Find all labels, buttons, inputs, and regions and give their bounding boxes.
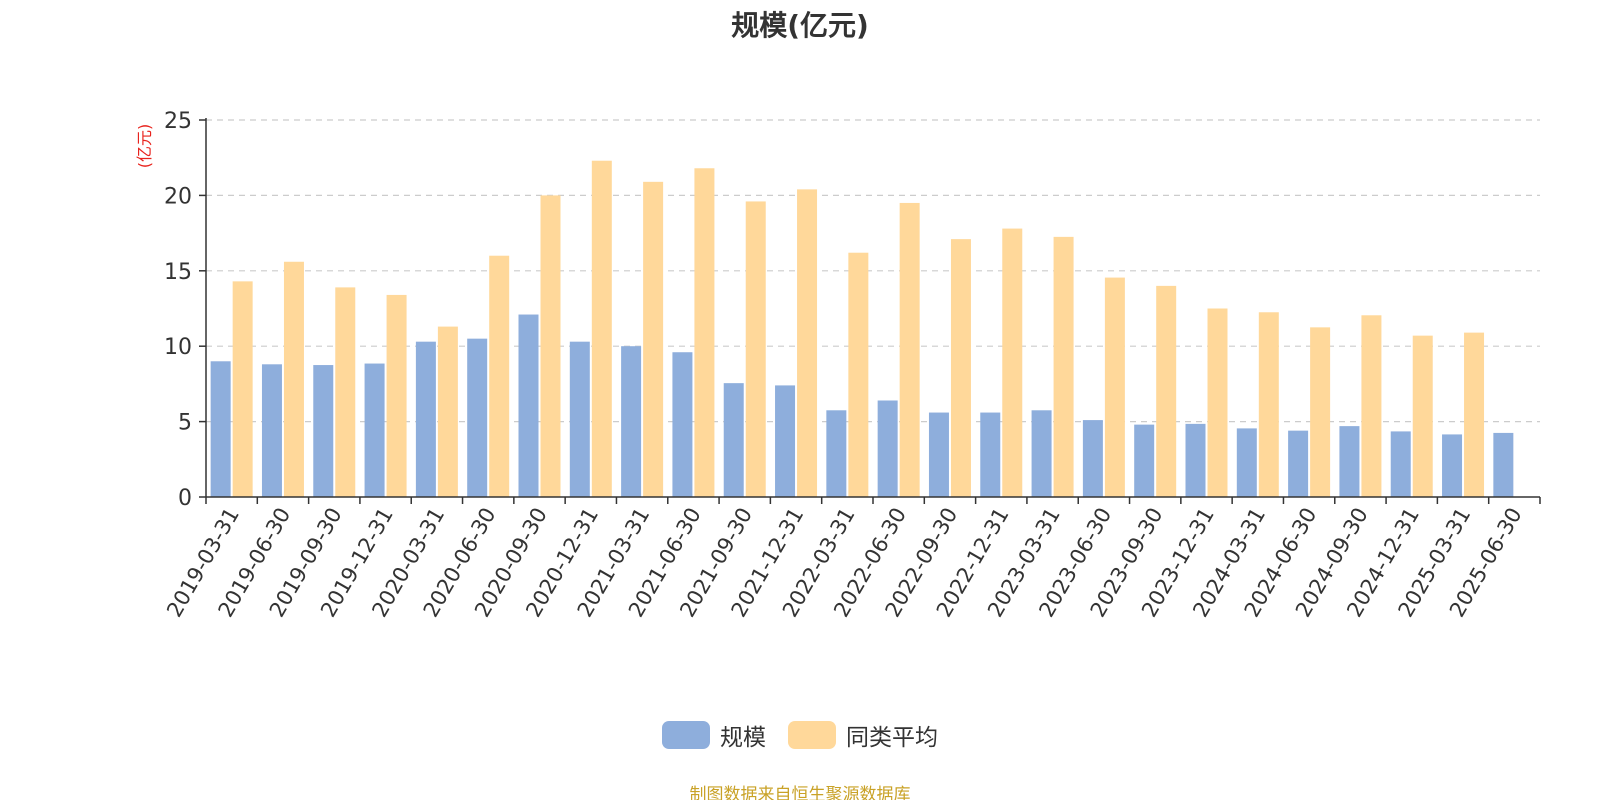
legend-item-peer-average[interactable]: 同类平均 <box>788 718 938 752</box>
bar-peer-average-2021-12-31 <box>797 189 818 498</box>
bar-scale-2023-06-30 <box>1082 420 1103 497</box>
bar-peer-average-2022-09-30 <box>950 239 971 497</box>
bar-scale-2021-09-30 <box>723 383 744 497</box>
bar-scale-2022-03-31 <box>826 410 847 497</box>
bar-peer-average-2019-09-30 <box>335 287 356 497</box>
bar-scale-2022-12-31 <box>980 412 1001 497</box>
bar-peer-average-2021-09-30 <box>745 201 766 497</box>
bar-scale-2019-03-31 <box>210 361 231 497</box>
legend-label-peer-average: 同类平均 <box>846 725 938 751</box>
bar-peer-average-2024-09-30 <box>1361 315 1382 497</box>
y-tick-label-0: 0 <box>178 486 192 511</box>
y-tick-label-5: 5 <box>178 411 192 436</box>
legend-item-scale[interactable]: 规模 <box>662 718 766 752</box>
bar-scale-2020-12-31 <box>569 341 590 497</box>
bar-peer-average-2022-03-31 <box>848 252 869 497</box>
bar-scale-2019-12-31 <box>364 363 385 497</box>
bar-peer-average-2020-03-31 <box>437 326 458 497</box>
bar-peer-average-2019-12-31 <box>386 294 407 497</box>
bar-peer-average-2023-12-31 <box>1207 308 1228 497</box>
bar-peer-average-2019-03-31 <box>232 281 253 497</box>
bar-peer-average-2022-12-31 <box>1002 228 1023 498</box>
y-tick-label-10: 10 <box>164 335 192 360</box>
bar-peer-average-2019-06-30 <box>283 261 304 497</box>
bar-scale-2020-06-30 <box>467 338 488 497</box>
legend-label-scale: 规模 <box>720 725 766 751</box>
bar-peer-average-2022-06-30 <box>899 202 920 497</box>
bar-scale-2021-06-30 <box>672 352 693 497</box>
legend: 规模 同类平均 <box>0 718 1600 752</box>
bar-peer-average-2020-06-30 <box>489 255 510 497</box>
bar-peer-average-2023-03-31 <box>1053 236 1074 497</box>
bar-peer-average-2023-09-30 <box>1156 285 1177 497</box>
bar-peer-average-2024-06-30 <box>1310 327 1331 497</box>
bar-scale-2021-03-31 <box>621 346 642 497</box>
bar-scale-2024-06-30 <box>1288 430 1309 497</box>
source-note: 制图数据来自恒生聚源数据库 <box>689 785 911 800</box>
bar-peer-average-2024-12-31 <box>1412 335 1433 497</box>
bar-peer-average-2020-09-30 <box>540 195 561 497</box>
axis-layer <box>199 118 1541 504</box>
legend-swatch-scale <box>662 721 710 749</box>
bar-scale-2025-06-30 <box>1493 432 1514 497</box>
bar-scale-2022-09-30 <box>928 412 949 497</box>
bar-peer-average-2023-06-30 <box>1104 277 1125 497</box>
bar-peer-average-2020-12-31 <box>591 160 612 497</box>
bar-scale-2019-06-30 <box>261 364 282 497</box>
y-axis-title: (亿元) <box>135 124 154 169</box>
bar-scale-2021-12-31 <box>775 385 796 497</box>
bar-scale-2025-03-31 <box>1442 434 1463 497</box>
legend-swatch-peer-average <box>788 721 836 749</box>
bar-scale-2023-09-30 <box>1134 424 1155 497</box>
bar-scale-2024-12-31 <box>1390 431 1411 497</box>
bar-scale-2022-06-30 <box>877 400 898 497</box>
bar-peer-average-2021-06-30 <box>694 168 715 498</box>
bar-scale-2023-12-31 <box>1185 423 1206 497</box>
y-tick-label-20: 20 <box>164 184 192 209</box>
y-tick-label-15: 15 <box>164 260 192 285</box>
bar-scale-2023-03-31 <box>1031 410 1052 497</box>
bar-layer <box>210 160 1514 498</box>
bar-peer-average-2021-03-31 <box>643 181 664 497</box>
bar-peer-average-2025-03-31 <box>1464 332 1485 497</box>
bar-scale-2020-03-31 <box>415 341 436 497</box>
chart-title: 规模(亿元) <box>731 9 869 42</box>
bar-scale-2024-09-30 <box>1339 426 1360 497</box>
bar-scale-2024-03-31 <box>1236 428 1257 497</box>
bar-scale-2019-09-30 <box>313 365 334 497</box>
bar-peer-average-2024-03-31 <box>1258 312 1279 497</box>
bar-scale-2020-09-30 <box>518 314 539 497</box>
y-tick-label-25: 25 <box>164 109 192 134</box>
